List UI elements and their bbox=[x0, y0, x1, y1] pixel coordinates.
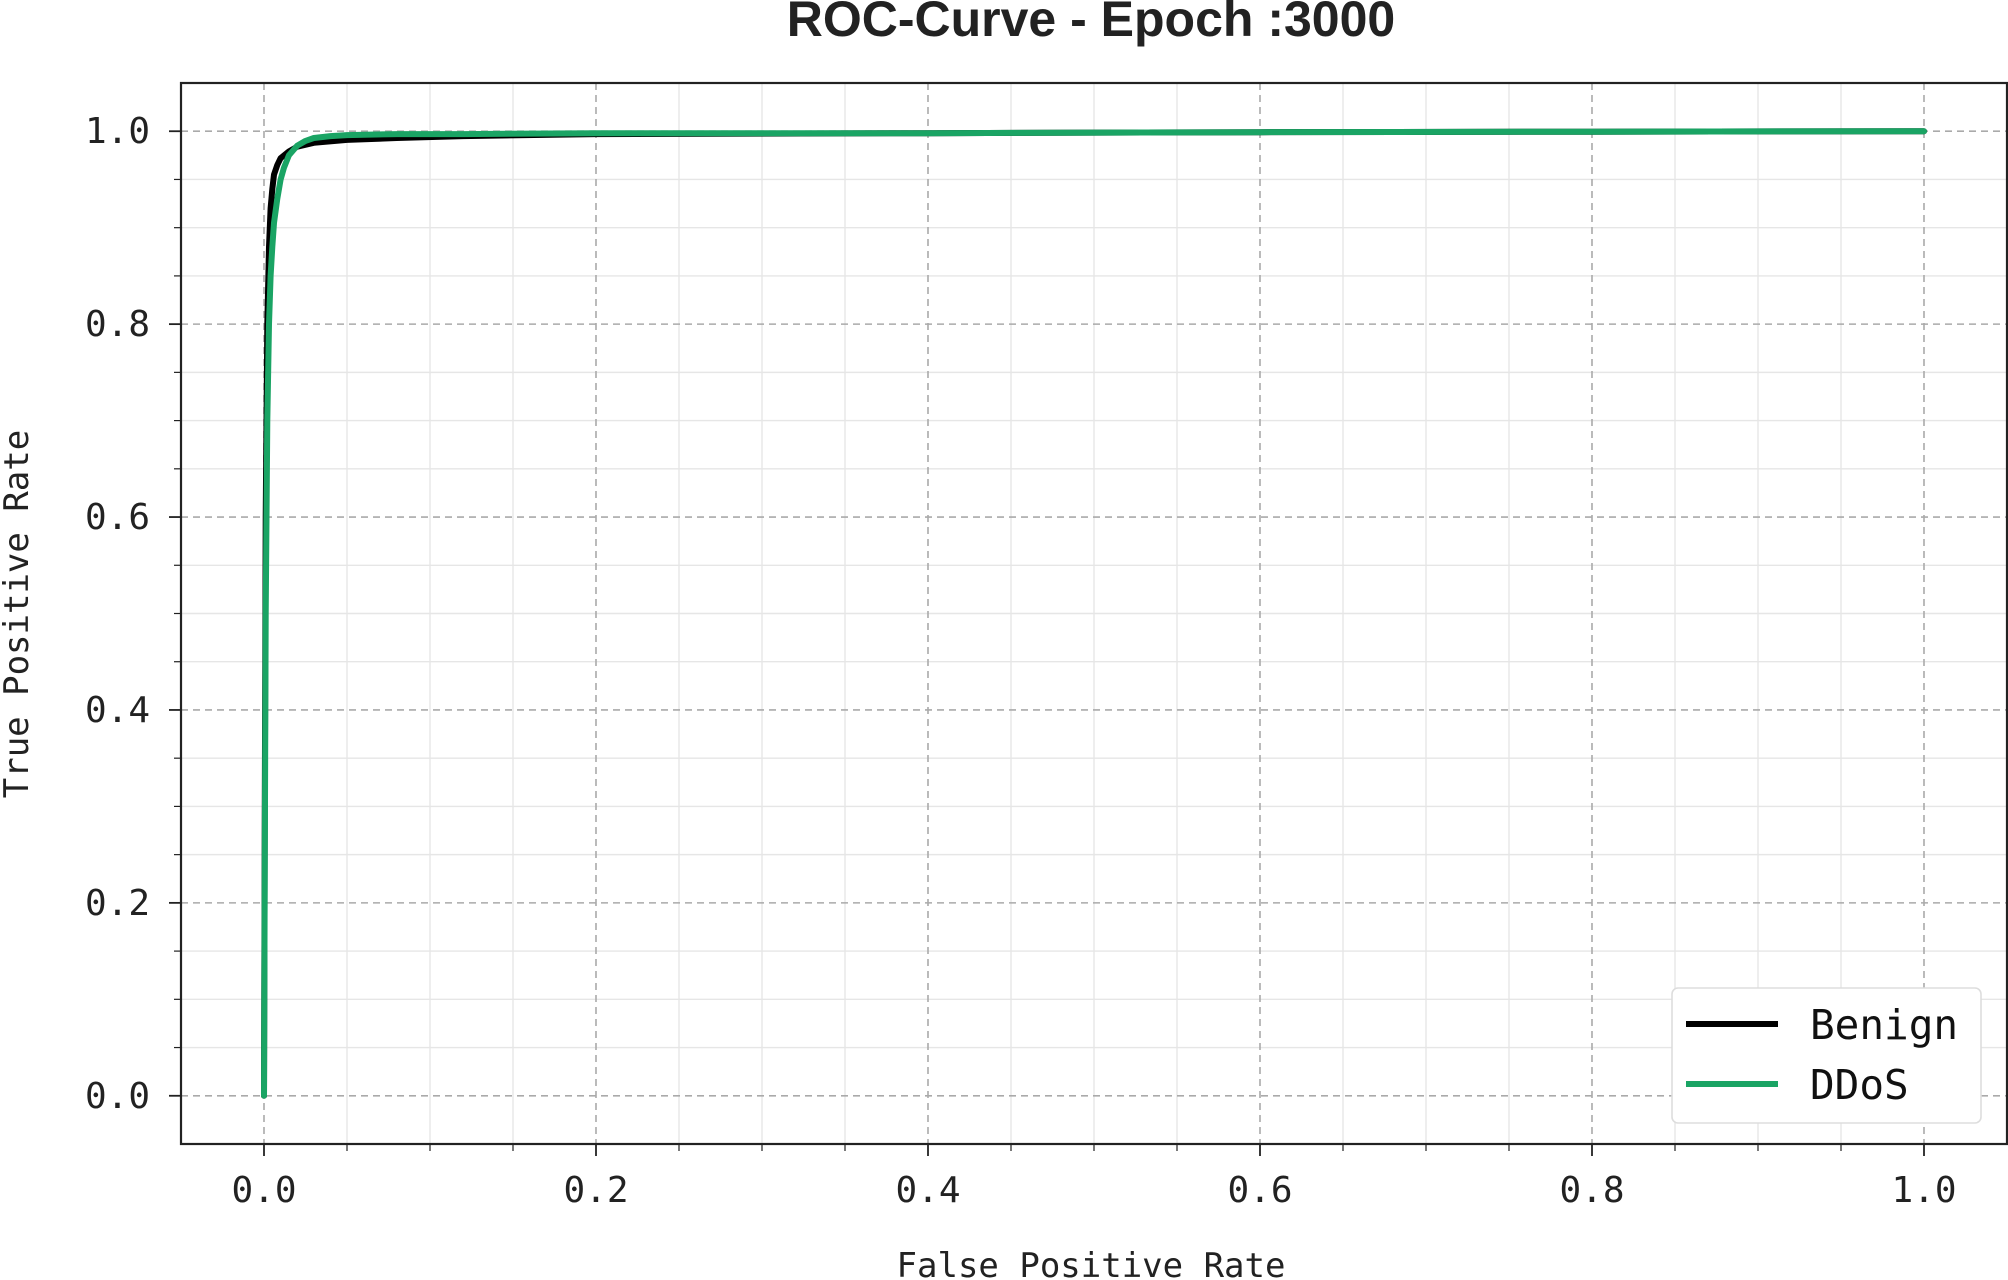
y-tick-label: 1.0 bbox=[85, 111, 150, 152]
x-tick-label: 1.0 bbox=[1891, 1170, 1956, 1211]
grid bbox=[181, 83, 2007, 1144]
series-lines bbox=[261, 128, 1927, 1099]
y-tick-label: 0.2 bbox=[85, 883, 150, 924]
x-tick-label: 0.0 bbox=[231, 1170, 296, 1211]
chart-title: ROC-Curve - Epoch :3000 bbox=[787, 0, 1395, 47]
axis-ticks: 0.0 0.2 0.4 0.6 0.8 1.0 0.0 0.2 0.4 0.6 0.8 1.0 bbox=[85, 111, 1957, 1211]
legend: Benign DDoS bbox=[1671, 987, 1982, 1124]
y-tick-label: 0.6 bbox=[85, 497, 150, 538]
legend-label-benign: Benign bbox=[1810, 1001, 1958, 1049]
x-tick-label: 0.8 bbox=[1559, 1170, 1624, 1211]
y-tick-label: 0.4 bbox=[85, 690, 150, 731]
y-tick-label: 0.0 bbox=[85, 1076, 150, 1117]
x-tick-label: 0.6 bbox=[1227, 1170, 1292, 1211]
y-axis-label: True Positive Rate bbox=[0, 430, 37, 798]
x-tick-label: 0.2 bbox=[563, 1170, 628, 1211]
x-tick-label: 0.4 bbox=[895, 1170, 960, 1211]
y-tick-label: 0.8 bbox=[85, 304, 150, 345]
x-axis-label: False Positive Rate bbox=[897, 1246, 1286, 1280]
series-line-ddos bbox=[261, 128, 1927, 1099]
legend-label-ddos: DDoS bbox=[1810, 1061, 1909, 1109]
